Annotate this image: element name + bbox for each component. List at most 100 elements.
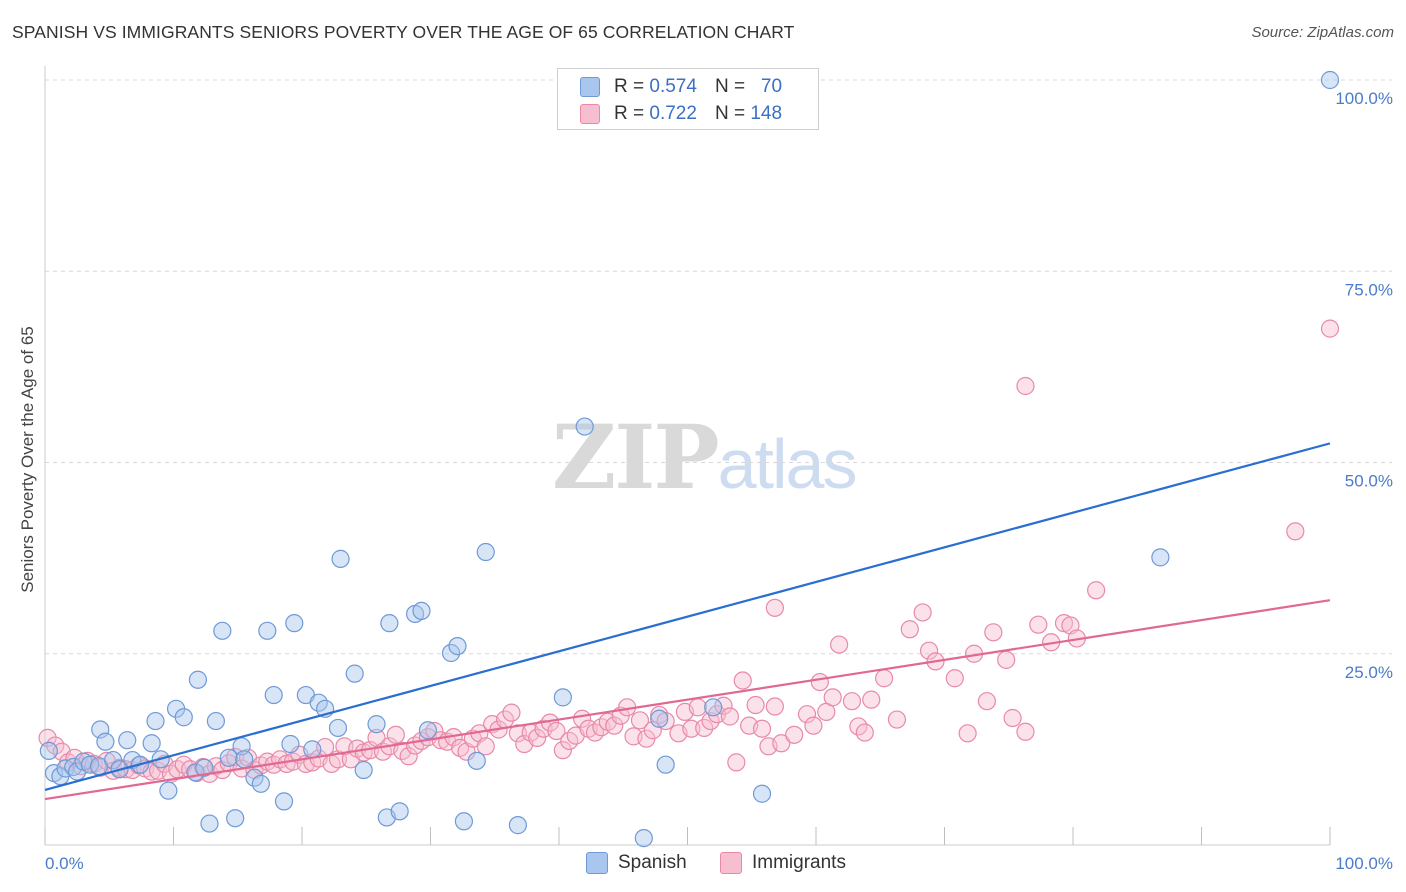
immigrants-point — [765, 598, 784, 617]
immigrants-point — [919, 641, 939, 660]
immigrants-point — [643, 721, 662, 740]
y-tick-label: 75.0% — [1345, 280, 1393, 299]
immigrants-point — [630, 711, 650, 730]
immigrants-point — [855, 723, 874, 742]
spanish-point — [226, 809, 245, 828]
spanish-point — [281, 734, 300, 754]
immigrants-point — [1016, 376, 1035, 396]
immigrants-point — [476, 737, 495, 756]
immigrants-point — [1286, 522, 1305, 541]
immigrants-point — [875, 669, 894, 688]
immigrants-point — [804, 716, 823, 735]
legend-swatch-immigrants — [580, 104, 600, 124]
spanish-point — [508, 816, 527, 835]
immigrants-point — [701, 711, 720, 731]
immigrants-point — [733, 671, 752, 690]
bottom-legend-immigrants: Immigrants — [720, 852, 846, 874]
bottom-legend-spanish: Spanish — [586, 852, 687, 874]
spanish-point — [704, 698, 723, 717]
immigrants-point — [887, 710, 907, 729]
legend-n-value: 148 — [750, 103, 783, 124]
spanish-point — [142, 734, 161, 753]
x-tick-label: 100.0% — [1335, 854, 1393, 873]
spanish-point — [285, 614, 304, 633]
spanish-point — [96, 732, 115, 751]
spanish-point — [467, 751, 486, 770]
spanish-point — [553, 688, 572, 707]
spanish-point — [412, 601, 431, 621]
immigrants-point — [1029, 615, 1048, 634]
y-tick-label: 25.0% — [1345, 663, 1393, 682]
immigrants-point — [1003, 708, 1022, 728]
y-axis-label: Seniors Poverty Over the Age of 65 — [18, 326, 37, 592]
bottom-legend-swatch-immigrants — [720, 852, 742, 874]
immigrants-point — [553, 741, 572, 760]
immigrants-point — [1320, 319, 1340, 338]
immigrants-point — [862, 690, 881, 709]
immigrants-point — [502, 703, 521, 722]
watermark-zip: ZIP — [552, 405, 720, 509]
spanish-trend-line — [44, 442, 1331, 791]
immigrants-point — [1087, 581, 1106, 600]
spanish-point — [56, 759, 75, 778]
immigrants-point — [797, 705, 817, 724]
legend-r-value: 0.722 — [649, 103, 697, 124]
bottom-legend-label-immigrants: Immigrants — [752, 852, 846, 873]
immigrants-point — [772, 734, 791, 753]
spanish-point — [650, 709, 669, 728]
spanish-point — [118, 731, 137, 750]
legend-n-label: N = — [714, 103, 746, 124]
immigrants-trend-line — [44, 599, 1331, 801]
spanish-point — [80, 755, 100, 774]
spanish-point — [274, 792, 294, 811]
bottom-legend-label-spanish: Spanish — [618, 852, 687, 873]
immigrants-point — [752, 719, 772, 738]
spanish-point — [39, 741, 58, 761]
spanish-point — [331, 549, 350, 568]
spanish-point — [219, 748, 238, 767]
spanish-point — [441, 643, 461, 663]
spanish-point — [634, 829, 653, 848]
spanish-point — [104, 750, 123, 770]
spanish-point — [328, 718, 348, 738]
immigrants-point — [720, 707, 740, 726]
immigrants-point — [727, 753, 746, 772]
immigrants-point — [958, 724, 977, 743]
immigrants-point — [547, 721, 566, 741]
spanish-point — [235, 750, 254, 769]
immigrants-point — [984, 623, 1003, 642]
y-tick-label: 100.0% — [1335, 89, 1393, 108]
legend-r-value: 0.574 — [649, 76, 697, 97]
spanish-point — [1151, 548, 1170, 567]
spanish-point — [575, 417, 594, 436]
immigrants-point — [810, 672, 829, 692]
spanish-point — [1320, 70, 1340, 90]
immigrants-point — [823, 688, 842, 707]
spanish-point — [174, 708, 193, 727]
watermark-atlas: atlas — [717, 425, 858, 503]
legend-row-spanish: R = 0.574 N = 70 — [580, 75, 782, 99]
immigrants-point — [695, 718, 714, 738]
immigrants-point — [913, 603, 932, 622]
spanish-point — [258, 621, 277, 640]
immigrants-point — [830, 635, 849, 654]
legend-swatch-spanish — [580, 77, 600, 97]
immigrants-point — [386, 725, 405, 744]
immigrants-point — [997, 650, 1016, 669]
legend-n-value: 70 — [760, 76, 783, 97]
spanish-point — [380, 614, 399, 633]
spanish-point — [454, 812, 474, 831]
spanish-point — [390, 802, 409, 821]
immigrants-point — [688, 698, 707, 717]
spanish-point — [251, 774, 270, 793]
immigrants-point — [746, 695, 765, 715]
spanish-point — [345, 664, 364, 683]
spanish-point — [752, 784, 772, 803]
chart-title: SPANISH VS IMMIGRANTS SENIORS POVERTY OV… — [12, 22, 795, 42]
immigrants-point — [765, 697, 784, 716]
immigrants-point — [977, 692, 997, 711]
immigrants-point — [842, 692, 862, 711]
immigrants-point — [605, 716, 624, 735]
immigrants-point — [399, 747, 418, 766]
